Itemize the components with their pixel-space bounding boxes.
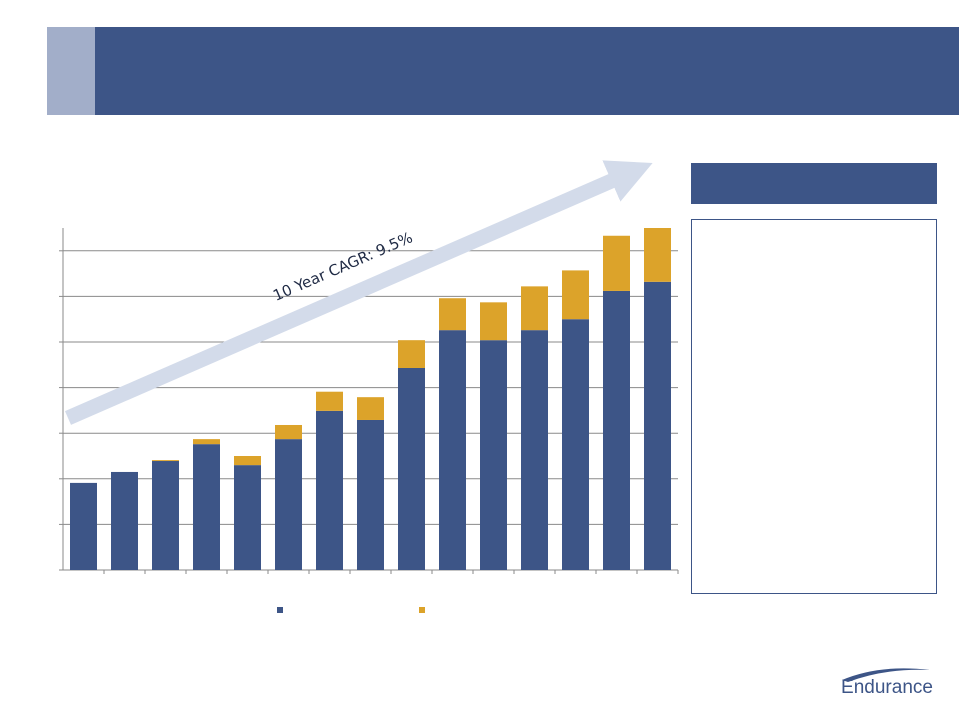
growth-arrow (65, 160, 653, 425)
bar-segment (275, 424, 302, 440)
legend-marker (277, 607, 283, 613)
panel-header (691, 163, 937, 204)
bar-segment (644, 281, 671, 570)
bar-segment (111, 471, 138, 570)
plot (59, 228, 679, 613)
bar-segment (521, 330, 548, 570)
bar-segment (152, 460, 179, 462)
bar-segment (275, 439, 302, 570)
bar-segment (70, 482, 97, 570)
bar-segment (480, 340, 507, 570)
bar-segment (603, 290, 630, 570)
bar-segment (562, 270, 589, 320)
bar-segment (521, 286, 548, 331)
logo-swoosh (842, 668, 930, 682)
bar-segment (562, 319, 589, 570)
bar-segment (439, 330, 466, 570)
bar-segment (234, 456, 261, 466)
logo-text: Endurance (841, 677, 933, 698)
bar-segment (398, 367, 425, 570)
bar-segment (234, 465, 261, 570)
bar-segment (398, 340, 425, 368)
bar-segment (644, 228, 671, 282)
bar-segment (357, 419, 384, 570)
bar-segment (480, 302, 507, 341)
bar-segment (357, 397, 384, 420)
bar-segment (193, 439, 220, 445)
bar-segment (152, 461, 179, 570)
bar-segment (439, 298, 466, 331)
bar-segment (316, 391, 343, 411)
bar-segment (193, 444, 220, 570)
header-accent (47, 27, 95, 115)
header-bar (47, 27, 959, 115)
legend-marker (419, 607, 425, 613)
bar-segment (603, 235, 630, 291)
panel-box (691, 219, 937, 594)
bar-segment (316, 410, 343, 570)
